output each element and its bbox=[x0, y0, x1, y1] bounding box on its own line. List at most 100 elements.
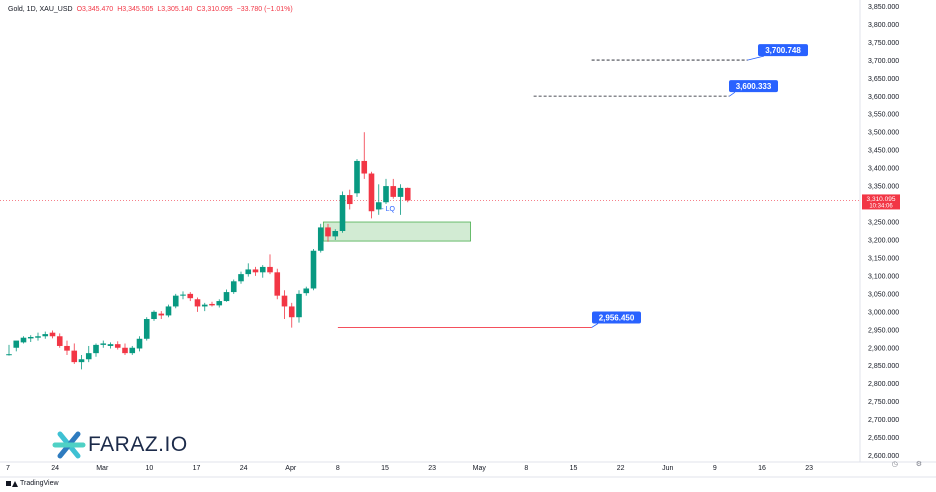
candle-body bbox=[71, 350, 78, 363]
price-tick-label: 3,450.000 bbox=[868, 148, 899, 155]
candle-body bbox=[201, 304, 208, 307]
level-tag-box bbox=[729, 80, 778, 93]
candle-body bbox=[158, 313, 165, 316]
candle-body bbox=[397, 187, 404, 197]
price-tick-label: 3,600.000 bbox=[868, 94, 899, 101]
price-tick-label: 3,750.000 bbox=[868, 40, 899, 47]
candle-body bbox=[267, 266, 273, 273]
grid bbox=[0, 0, 936, 478]
price-tick-label: 3,500.000 bbox=[868, 130, 899, 137]
candle-body bbox=[151, 311, 157, 320]
candle-body bbox=[64, 345, 70, 351]
price-tick-label: 3,250.000 bbox=[868, 220, 899, 227]
candle-body bbox=[230, 281, 237, 293]
price-tick-label: 3,350.000 bbox=[868, 184, 899, 191]
price-tick-label: 3,150.000 bbox=[868, 255, 899, 262]
candle-body bbox=[361, 160, 368, 174]
date-tick-label: 15 bbox=[381, 465, 389, 472]
candle-body bbox=[216, 301, 223, 306]
price-tick-label: 3,400.000 bbox=[868, 166, 899, 173]
candle-body bbox=[143, 319, 150, 339]
candle-body bbox=[259, 266, 266, 273]
date-tick-label: 7 bbox=[6, 465, 10, 472]
candle-body bbox=[194, 299, 201, 307]
level-tag-label: 3,700.748 bbox=[765, 46, 801, 55]
timezone-icon[interactable]: ◷ bbox=[891, 461, 898, 468]
candle-body bbox=[223, 292, 230, 302]
date-tick-label: 24 bbox=[240, 465, 248, 472]
candle-body bbox=[303, 288, 310, 294]
candle-body bbox=[114, 344, 121, 348]
level-tag-label: 3,600.333 bbox=[736, 82, 772, 91]
last-price-tag-value: 3,310.095 bbox=[867, 196, 896, 203]
tradingview-logo-icon bbox=[6, 480, 18, 487]
price-tick-label: 3,550.000 bbox=[868, 112, 899, 119]
candle-body bbox=[274, 272, 281, 296]
candle-body bbox=[375, 202, 382, 210]
price-tick-label: 3,100.000 bbox=[868, 273, 899, 280]
symbol-name[interactable]: Gold, 1D, XAU_USD bbox=[8, 6, 73, 13]
candle-body bbox=[209, 303, 215, 306]
date-tick-label: 23 bbox=[805, 465, 813, 472]
date-tick-label: 16 bbox=[758, 465, 766, 472]
level-tag-connector bbox=[747, 55, 765, 61]
date-tick-label: 8 bbox=[524, 465, 528, 472]
candle-body bbox=[100, 343, 107, 345]
candle-body bbox=[332, 231, 339, 237]
price-tick-label: 3,850.000 bbox=[868, 4, 899, 11]
candle-body bbox=[252, 269, 259, 273]
candle-body bbox=[180, 294, 186, 296]
candle-body bbox=[310, 250, 317, 289]
candle-body bbox=[404, 187, 411, 201]
tradingview-brand[interactable]: TradingView bbox=[6, 480, 59, 487]
price-tick-label: 2,900.000 bbox=[868, 345, 899, 352]
price-tick-label: 3,050.000 bbox=[868, 291, 899, 298]
price-tick-label: 2,850.000 bbox=[868, 363, 899, 370]
level-lines bbox=[0, 59, 860, 328]
level-tag-box bbox=[758, 44, 808, 57]
candle-body bbox=[346, 195, 353, 205]
settings-icon[interactable]: ⚙ bbox=[915, 461, 922, 468]
price-tick-label: 2,950.000 bbox=[868, 327, 899, 334]
faraz-logo-icon bbox=[52, 431, 86, 459]
last-price-countdown: 10:34:06 bbox=[869, 203, 893, 209]
demand-zone: - LQ bbox=[322, 206, 471, 242]
candle-body bbox=[238, 274, 244, 282]
open-value: O3,345.470 bbox=[76, 6, 114, 13]
price-tick-label: 3,000.000 bbox=[868, 309, 899, 316]
date-tick-label: May bbox=[473, 465, 487, 472]
price-axis[interactable]: 3,850.000 3,800.000 3,750.000 3,700.000 3,65… bbox=[868, 4, 899, 460]
candle-body bbox=[122, 347, 128, 354]
candle-body bbox=[27, 336, 34, 339]
candle-body bbox=[129, 347, 136, 354]
faraz-wordmark: FARAZ.IO bbox=[88, 433, 188, 456]
level-tag-connector bbox=[729, 91, 736, 97]
last-price-tag-box bbox=[862, 194, 900, 210]
candle-body bbox=[78, 359, 85, 363]
low-value: L3,305.140 bbox=[157, 6, 193, 13]
candle-body bbox=[383, 186, 389, 203]
candle-body bbox=[165, 306, 172, 316]
date-tick-label: 8 bbox=[336, 465, 340, 472]
level-tag-connector bbox=[591, 323, 599, 328]
candle-body bbox=[107, 344, 114, 346]
candle-body bbox=[281, 295, 288, 307]
axis-settings: ◷ ⚙ bbox=[892, 460, 922, 468]
candle-body bbox=[172, 295, 179, 307]
candle-body bbox=[6, 354, 12, 356]
candle-body bbox=[35, 336, 41, 338]
time-axis[interactable]: 7 24 Mar 10 17 24 Apr 8 15 23 May 8 15 22 Jun 9 16 23 bbox=[6, 465, 813, 472]
date-tick-label: 17 bbox=[193, 465, 201, 472]
faraz-watermark: FARAZ.IO bbox=[52, 428, 188, 462]
date-tick-label: Jun bbox=[662, 465, 673, 472]
candle-body bbox=[368, 173, 375, 212]
level-tag-box bbox=[592, 311, 641, 324]
candle-body bbox=[339, 195, 346, 231]
candle-body bbox=[296, 293, 302, 318]
demand-zone-box bbox=[322, 221, 471, 242]
price-tick-label: 3,200.000 bbox=[868, 237, 899, 244]
price-tick-label: 3,700.000 bbox=[868, 58, 899, 65]
candles bbox=[6, 132, 411, 370]
candle-body bbox=[288, 306, 295, 318]
